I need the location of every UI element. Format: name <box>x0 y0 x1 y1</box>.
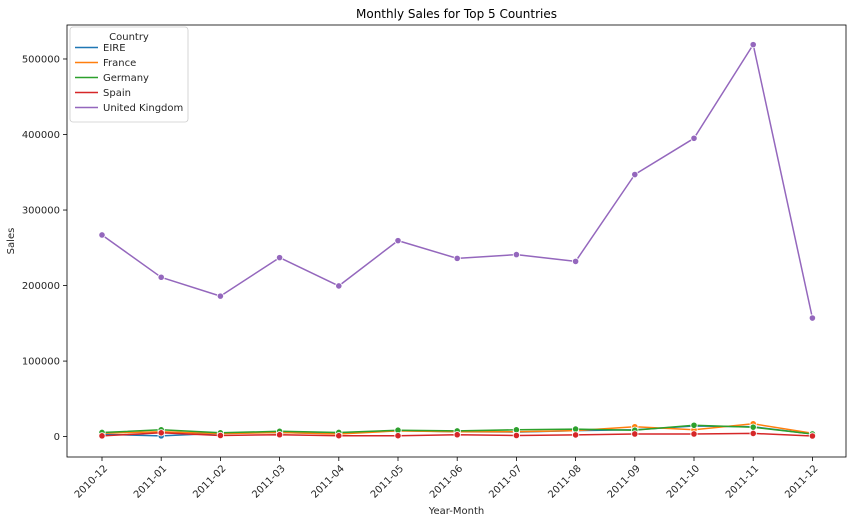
data-point-united-kingdom <box>512 250 521 259</box>
x-tick-label: 2011-07 <box>487 463 524 500</box>
legend: Country EIRE France Germany Spain United Kin… <box>69 26 189 123</box>
data-point-united-kingdom <box>216 292 224 300</box>
data-point-spain <box>275 431 284 439</box>
y-tick-label: 400000 <box>22 130 60 141</box>
y-tick-label: 0 <box>54 432 60 443</box>
data-point-spain <box>335 432 343 440</box>
y-axis-title: Sales <box>6 228 17 255</box>
x-tick-label: 2011-05 <box>369 463 406 500</box>
data-point-united-kingdom <box>275 254 284 262</box>
series-spain <box>98 429 817 440</box>
data-point-spain <box>453 431 461 439</box>
data-point-united-kingdom <box>98 231 106 239</box>
y-tick-label: 100000 <box>22 357 60 368</box>
data-point-spain <box>98 432 106 440</box>
x-tick-label: 2010-12 <box>73 463 110 500</box>
x-tick-label: 2011-10 <box>665 463 702 500</box>
data-point-united-kingdom <box>631 170 639 179</box>
x-tick-label: 2011-12 <box>783 463 820 500</box>
plot-area <box>66 24 847 458</box>
data-point-spain <box>512 431 521 440</box>
x-axis-title: Year-Month <box>428 506 484 517</box>
x-tick-label: 2011-06 <box>428 463 465 500</box>
data-point-united-kingdom <box>335 282 343 290</box>
data-point-united-kingdom <box>571 257 580 265</box>
data-point-spain <box>157 429 165 437</box>
x-tick-label: 2011-04 <box>310 463 347 500</box>
data-point-germany <box>571 425 580 433</box>
data-point-spain <box>216 431 224 440</box>
data-point-spain <box>394 432 402 440</box>
data-point-spain <box>808 432 817 440</box>
legend-label-united-kingdom: United Kingdom <box>103 103 183 114</box>
x-tick-label: 2011-09 <box>606 463 643 500</box>
x-tick-label: 2011-03 <box>250 463 287 500</box>
y-tick-label: 200000 <box>22 281 60 292</box>
data-point-united-kingdom <box>157 273 165 281</box>
data-point-united-kingdom <box>808 314 817 322</box>
data-point-spain <box>749 429 757 438</box>
legend-label-france: France <box>103 58 136 69</box>
data-point-united-kingdom <box>453 254 461 262</box>
legend-label-germany: Germany <box>103 73 149 84</box>
x-tick-label: 2011-01 <box>132 463 169 500</box>
data-point-united-kingdom <box>394 237 402 245</box>
legend-label-spain: Spain <box>103 88 131 99</box>
x-tick-label: 2011-08 <box>546 463 583 500</box>
data-point-germany <box>690 421 698 429</box>
legend-title: Country <box>109 32 149 43</box>
y-axis: 0 100000 200000 300000 400000 500000 <box>22 54 67 443</box>
series-united-kingdom <box>98 41 817 322</box>
data-point-united-kingdom <box>749 41 757 49</box>
y-tick-label: 500000 <box>22 54 60 65</box>
x-tick-label: 2011-11 <box>724 463 761 500</box>
legend-label-eire: EIRE <box>103 43 126 54</box>
data-point-spain <box>631 430 639 438</box>
data-point-united-kingdom <box>690 134 698 142</box>
y-tick-label: 300000 <box>22 206 60 217</box>
x-axis: 2010-12 2011-01 2011-02 2011-03 2011-04 2011-… <box>73 457 821 501</box>
chart-title: Monthly Sales for Top 5 Countries <box>356 7 557 21</box>
series-layer <box>98 41 817 440</box>
data-point-spain <box>571 431 580 439</box>
data-point-spain <box>690 430 698 438</box>
x-tick-label: 2011-02 <box>191 463 228 500</box>
legend-box <box>69 26 189 123</box>
data-point-germany <box>749 423 757 431</box>
